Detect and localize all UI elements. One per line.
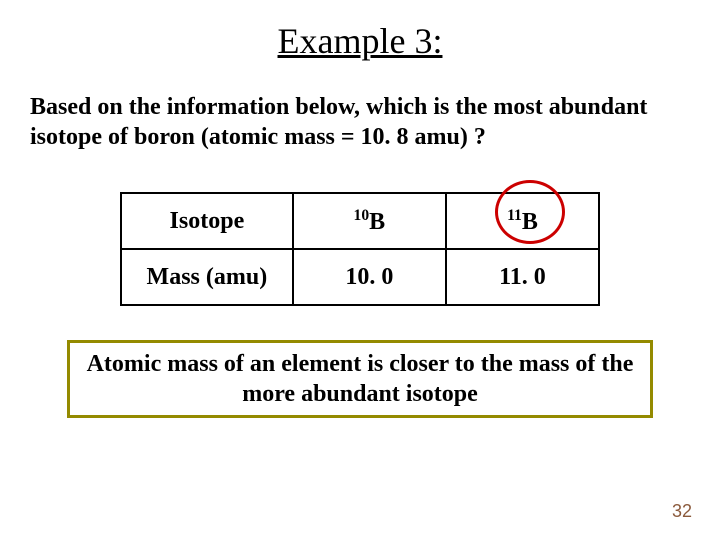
row-label: Mass (amu) — [121, 249, 293, 305]
explanation-callout: Atomic mass of an element is closer to t… — [67, 340, 653, 418]
element-symbol: B — [369, 209, 385, 235]
row-label: Isotope — [121, 193, 293, 249]
element-symbol: B — [522, 209, 538, 235]
slide-title: Example 3: — [0, 0, 720, 62]
slide: Example 3: Based on the information belo… — [0, 0, 720, 540]
isotope-cell-b10: 10B — [293, 193, 446, 249]
mass-number-sup: 11 — [507, 207, 522, 224]
isotope-cell-b11: 11B — [446, 193, 599, 249]
page-number: 32 — [672, 501, 692, 522]
question-text: Based on the information below, which is… — [0, 62, 720, 152]
mass-cell-b10: 10. 0 — [293, 249, 446, 305]
mass-number-sup: 10 — [354, 207, 370, 224]
isotope-table-wrap: Isotope 10B 11B Mass (amu) 10. 0 11. 0 — [120, 192, 600, 306]
mass-cell-b11: 11. 0 — [446, 249, 599, 305]
isotope-table: Isotope 10B 11B Mass (amu) 10. 0 11. 0 — [120, 192, 600, 306]
table-row: Isotope 10B 11B — [121, 193, 599, 249]
table-row: Mass (amu) 10. 0 11. 0 — [121, 249, 599, 305]
